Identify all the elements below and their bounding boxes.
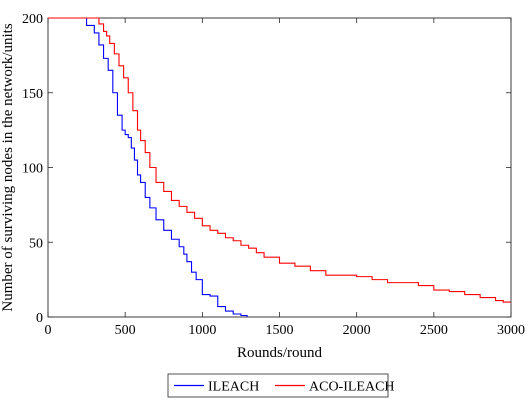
legend: ILEACH ACO-ILEACH	[167, 373, 395, 398]
x-tick-label: 2500	[420, 323, 448, 338]
y-tick-label: 200	[22, 12, 43, 27]
y-tick-label: 100	[22, 162, 43, 177]
x-tick-label: 1500	[266, 323, 294, 338]
legend-label-ileach: ILEACH	[208, 380, 259, 395]
y-tick-label: 0	[36, 311, 43, 326]
series-line-aco-ileach	[48, 17, 511, 303]
x-tick-label: 0	[45, 323, 52, 338]
plot-frame	[47, 17, 512, 318]
x-tick-label: 3000	[497, 323, 525, 338]
series-line-ileach	[48, 17, 248, 317]
x-axis-label: Rounds/round	[237, 345, 323, 361]
plot-area: 0 500 1000 1500 2000 2500 3000 0 50 100 150 200 Roun…	[0, 12, 525, 361]
y-axis-label: Number of surviving nodes in the network…	[0, 23, 16, 311]
legend-label-aco-ileach: ACO-ILEACH	[309, 380, 395, 395]
y-tick-label: 150	[22, 87, 43, 102]
y-tick-label: 50	[29, 236, 43, 251]
x-tick-label: 2000	[343, 323, 371, 338]
x-tick-label: 1000	[188, 323, 216, 338]
x-tick-label: 500	[115, 323, 136, 338]
